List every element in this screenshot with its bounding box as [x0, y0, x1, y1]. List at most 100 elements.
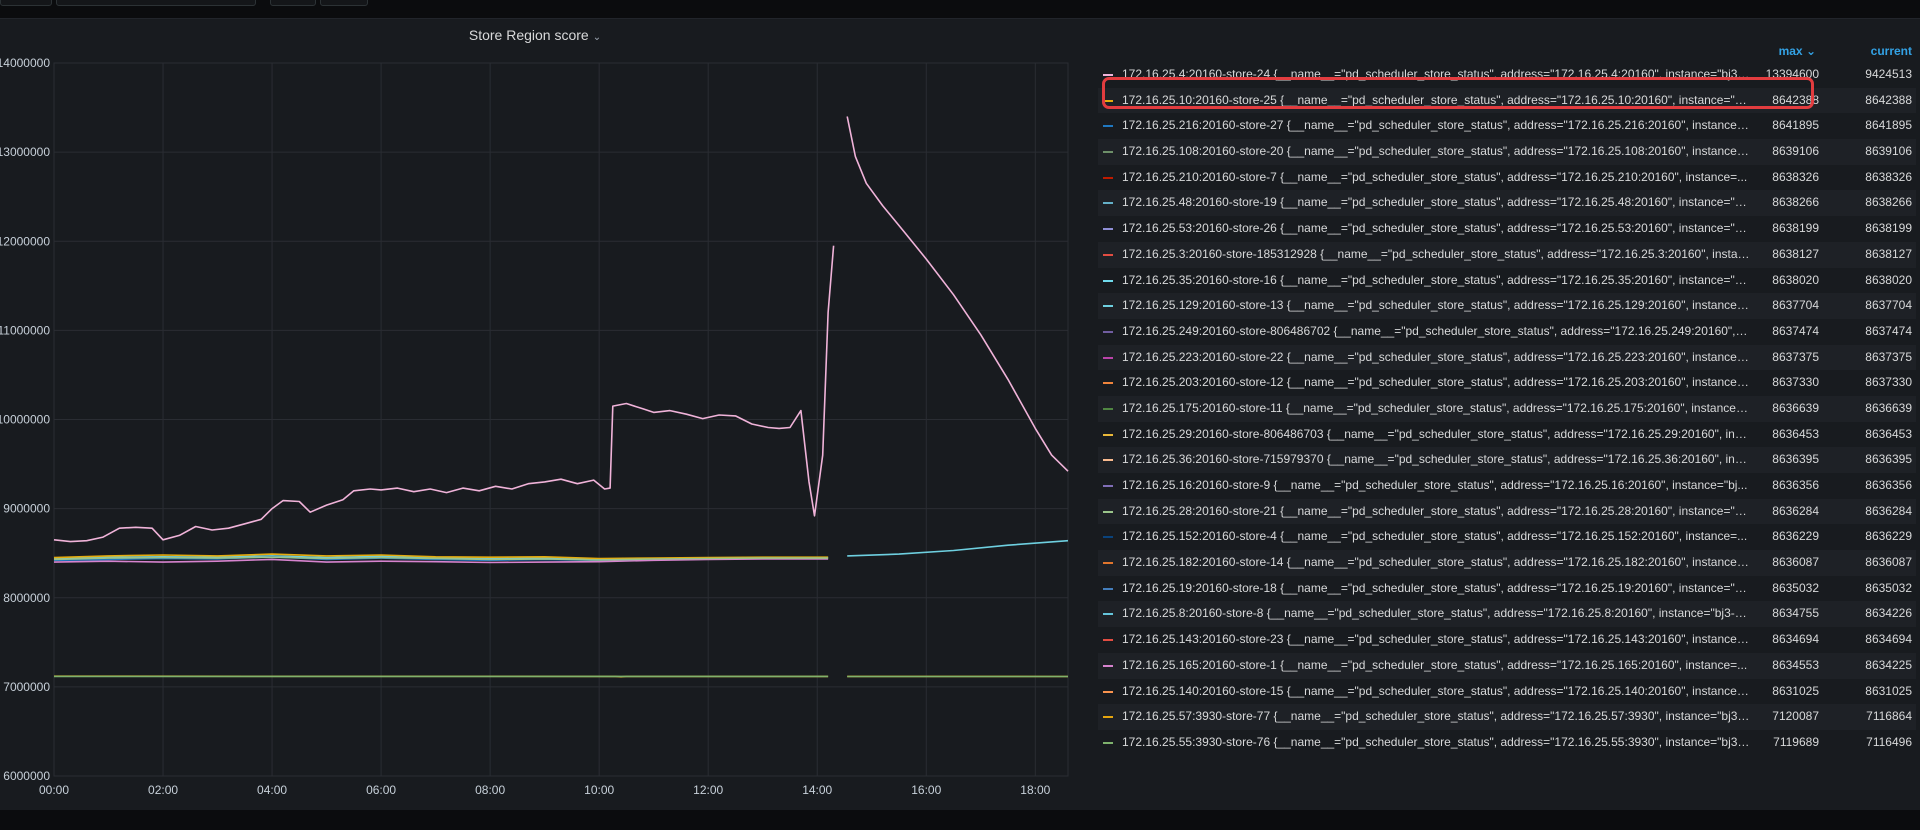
- legend-series-name[interactable]: 172.16.25.182:20160-store-14 {__name__="…: [1122, 555, 1750, 570]
- legend-current-value: 8631025: [1865, 683, 1912, 698]
- legend-max-value: 8638199: [1772, 221, 1819, 236]
- legend-series-name[interactable]: 172.16.25.108:20160-store-20 {__name__="…: [1122, 144, 1750, 159]
- legend-series-name[interactable]: 172.16.25.143:20160-store-23 {__name__="…: [1122, 632, 1750, 647]
- legend-series-name[interactable]: 172.16.25.28:20160-store-21 {__name__="p…: [1122, 503, 1750, 518]
- panel-title-text: Store Region score: [468, 27, 589, 43]
- legend-row[interactable]: 172.16.25.53:20160-store-26 {__name__="p…: [1098, 216, 1916, 242]
- legend-row[interactable]: 172.16.25.140:20160-store-15 {__name__="…: [1098, 679, 1916, 705]
- legend-series-name[interactable]: 172.16.25.140:20160-store-15 {__name__="…: [1122, 683, 1750, 698]
- legend-max-value: 8636229: [1772, 529, 1819, 544]
- legend-row[interactable]: 172.16.25.28:20160-store-21 {__name__="p…: [1098, 498, 1916, 525]
- toolbar-control[interactable]: [320, 0, 368, 6]
- legend-current-value: 8642388: [1865, 92, 1912, 107]
- chevron-down-icon: ⌄: [1805, 44, 1816, 58]
- series-color-swatch: [1103, 664, 1113, 667]
- legend-max-value: 8636284: [1772, 503, 1819, 518]
- line-chart[interactable]: 6000000 7000000 8000000 9000000 10000000 1100…: [0, 19, 1080, 810]
- legend-max-value: 8636639: [1772, 400, 1819, 415]
- legend-current-value: 8636229: [1865, 529, 1912, 544]
- legend-series-name[interactable]: 172.16.25.29:20160-store-806486703 {__na…: [1122, 426, 1750, 441]
- legend-series-name[interactable]: 172.16.25.249:20160-store-806486702 {__n…: [1122, 323, 1750, 338]
- legend-series-name[interactable]: 172.16.25.36:20160-store-715979370 {__na…: [1122, 452, 1750, 467]
- series-color-swatch: [1103, 125, 1113, 128]
- legend-current-value: 7116864: [1866, 709, 1912, 724]
- legend-series-name[interactable]: 172.16.25.223:20160-store-22 {__name__="…: [1122, 349, 1750, 364]
- legend-series-name[interactable]: 172.16.25.152:20160-store-4 {__name__="p…: [1122, 529, 1748, 544]
- legend-max-value: 8638266: [1772, 195, 1819, 210]
- series-color-swatch: [1103, 99, 1113, 102]
- legend-series-name[interactable]: 172.16.25.10:20160-store-25 {__name__="p…: [1122, 92, 1750, 107]
- legend-series-name[interactable]: 172.16.25.216:20160-store-27 {__name__="…: [1122, 118, 1750, 133]
- legend-current-value: 8636087: [1865, 555, 1912, 570]
- legend-series-name[interactable]: 172.16.25.3:20160-store-185312928 {__nam…: [1122, 246, 1750, 261]
- legend-max-value: 8634694: [1772, 632, 1819, 647]
- legend-current-value: 8636639: [1865, 400, 1912, 415]
- legend-row[interactable]: 172.16.25.216:20160-store-27 {__name__="…: [1098, 113, 1916, 139]
- legend-row[interactable]: 172.16.25.165:20160-store-1 {__name__="p…: [1098, 652, 1916, 679]
- series-color-swatch: [1103, 176, 1113, 179]
- series-color-swatch: [1103, 356, 1113, 359]
- legend-row[interactable]: 172.16.25.48:20160-store-19 {__name__="p…: [1098, 190, 1916, 217]
- legend-series-name[interactable]: 172.16.25.53:20160-store-26 {__name__="p…: [1122, 221, 1750, 236]
- legend-current-value: 8634226: [1865, 606, 1912, 621]
- series-color-swatch: [1103, 74, 1113, 76]
- x-tick-label: 18:00: [1020, 783, 1050, 797]
- legend-series-name[interactable]: 172.16.25.175:20160-store-11 {__name__="…: [1122, 400, 1750, 415]
- legend-series-name[interactable]: 172.16.25.203:20160-store-12 {__name__="…: [1122, 375, 1750, 390]
- legend-row[interactable]: 172.16.25.249:20160-store-806486702 {__n…: [1098, 319, 1916, 345]
- legend-row[interactable]: 172.16.25.29:20160-store-806486703 {__na…: [1098, 422, 1916, 448]
- legend-row[interactable]: 172.16.25.152:20160-store-4 {__name__="p…: [1098, 524, 1916, 550]
- series-color-swatch: [1103, 587, 1113, 590]
- legend-current-header[interactable]: current: [1870, 44, 1912, 58]
- legend-row[interactable]: 172.16.25.210:20160-store-7 {__name__="p…: [1098, 165, 1916, 191]
- legend-current-value: 8634694: [1865, 632, 1912, 647]
- legend-series-name[interactable]: 172.16.25.8:20160-store-8 {__name__="pd_…: [1122, 606, 1750, 621]
- legend-series-name[interactable]: 172.16.25.35:20160-store-16 {__name__="p…: [1122, 272, 1750, 287]
- toolbar-control[interactable]: [56, 0, 256, 6]
- legend-row[interactable]: 172.16.25.8:20160-store-8 {__name__="pd_…: [1098, 601, 1916, 628]
- legend-row[interactable]: 172.16.25.4:20160-store-24 {__name__="pd…: [1098, 62, 1916, 88]
- legend-row[interactable]: 172.16.25.10:20160-store-25 {__name__="p…: [1098, 87, 1916, 114]
- legend-series-name[interactable]: 172.16.25.55:3930-store-76 {__name__="pd…: [1122, 734, 1750, 749]
- series-line: [846, 116, 1069, 472]
- legend-current-value: 8638326: [1865, 169, 1912, 184]
- legend-current-value: 7116496: [1866, 734, 1912, 749]
- legend-row[interactable]: 172.16.25.36:20160-store-715979370 {__na…: [1098, 447, 1916, 473]
- y-tick-label: 7000000: [3, 680, 50, 694]
- panel-title[interactable]: Store Region score ⌄: [0, 27, 1070, 43]
- legend-current-value: 8638127: [1865, 246, 1912, 261]
- legend-row[interactable]: 172.16.25.223:20160-store-22 {__name__="…: [1098, 344, 1916, 371]
- legend-series-name[interactable]: 172.16.25.4:20160-store-24 {__name__="pd…: [1122, 67, 1750, 81]
- legend-row[interactable]: 172.16.25.57:3930-store-77 {__name__="pd…: [1098, 704, 1916, 730]
- legend-row[interactable]: 172.16.25.108:20160-store-20 {__name__="…: [1098, 139, 1916, 165]
- toolbar-control[interactable]: [270, 0, 316, 6]
- legend-row[interactable]: 172.16.25.182:20160-store-14 {__name__="…: [1098, 550, 1916, 576]
- legend-row[interactable]: 172.16.25.129:20160-store-13 {__name__="…: [1098, 293, 1916, 319]
- legend-series-name[interactable]: 172.16.25.165:20160-store-1 {__name__="p…: [1122, 657, 1748, 672]
- legend-row[interactable]: 172.16.25.55:3930-store-76 {__name__="pd…: [1098, 730, 1916, 756]
- legend-row[interactable]: 172.16.25.16:20160-store-9 {__name__="pd…: [1098, 473, 1916, 499]
- legend-series-name[interactable]: 172.16.25.16:20160-store-9 {__name__="pd…: [1122, 478, 1748, 492]
- x-tick-label: 02:00: [148, 783, 178, 797]
- y-tick-label: 14000000: [0, 56, 50, 70]
- legend-row[interactable]: 172.16.25.203:20160-store-12 {__name__="…: [1098, 370, 1916, 396]
- legend-sort-max[interactable]: max ⌄: [1779, 44, 1816, 58]
- legend-max-value: 8631025: [1772, 683, 1819, 698]
- series-color-swatch: [1103, 690, 1113, 693]
- legend-row[interactable]: 172.16.25.19:20160-store-18 {__name__="p…: [1098, 576, 1916, 602]
- legend-max-value: 8635032: [1772, 580, 1819, 595]
- legend-series-name[interactable]: 172.16.25.57:3930-store-77 {__name__="pd…: [1122, 709, 1750, 724]
- legend-series-name[interactable]: 172.16.25.210:20160-store-7 {__name__="p…: [1122, 169, 1748, 184]
- legend-row[interactable]: 172.16.25.143:20160-store-23 {__name__="…: [1098, 627, 1916, 653]
- legend-series-name[interactable]: 172.16.25.48:20160-store-19 {__name__="p…: [1122, 195, 1750, 210]
- legend-rows: 172.16.25.4:20160-store-24 {__name__="pd…: [1098, 62, 1916, 756]
- legend-max-value: 8634553: [1772, 657, 1819, 672]
- legend-row[interactable]: 172.16.25.3:20160-store-185312928 {__nam…: [1098, 241, 1916, 268]
- legend-series-name[interactable]: 172.16.25.129:20160-store-13 {__name__="…: [1122, 298, 1750, 313]
- legend-row[interactable]: 172.16.25.175:20160-store-11 {__name__="…: [1098, 395, 1916, 422]
- legend-current-value: 8636395: [1865, 452, 1912, 467]
- legend-row[interactable]: 172.16.25.35:20160-store-16 {__name__="p…: [1098, 268, 1916, 294]
- toolbar-control[interactable]: [0, 0, 52, 6]
- legend-series-name[interactable]: 172.16.25.19:20160-store-18 {__name__="p…: [1122, 580, 1750, 595]
- series-color-swatch: [1103, 716, 1113, 719]
